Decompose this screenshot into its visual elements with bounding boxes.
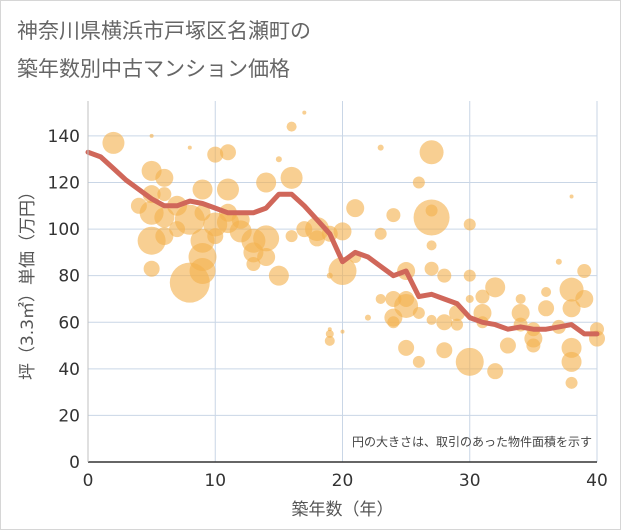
data-point: [207, 146, 224, 163]
chart-title-line-2: 築年数別中古マンション価格: [17, 57, 290, 81]
data-point: [426, 240, 437, 251]
y-tick-label: 140: [48, 127, 80, 147]
data-point: [333, 222, 352, 241]
data-point: [219, 144, 236, 161]
data-point: [394, 293, 419, 318]
data-point: [451, 318, 464, 331]
data-point: [216, 178, 239, 201]
data-point: [386, 208, 401, 223]
data-point: [387, 316, 400, 329]
data-point: [398, 339, 415, 356]
data-point: [377, 144, 384, 151]
size-annotation: 円の大きさは、取引のあった物件面積を示す: [352, 434, 592, 449]
data-point: [562, 299, 581, 318]
data-point: [374, 227, 387, 240]
data-point: [475, 289, 490, 304]
data-point: [569, 194, 574, 199]
data-point: [437, 268, 452, 283]
data-point: [189, 258, 216, 285]
y-tick-label: 100: [48, 220, 80, 240]
data-point: [499, 337, 516, 354]
data-point: [302, 110, 307, 115]
data-point: [561, 337, 582, 358]
data-point: [149, 133, 154, 138]
data-point: [309, 230, 326, 247]
y-tick-label: 20: [58, 406, 80, 426]
data-point: [286, 121, 297, 132]
data-point: [473, 303, 492, 322]
data-point: [419, 140, 444, 165]
data-point: [340, 329, 345, 334]
data-point: [538, 300, 555, 317]
y-tick-label: 80: [58, 267, 80, 287]
x-tick-label: 30: [459, 471, 481, 491]
data-point: [526, 338, 541, 353]
data-point: [328, 257, 357, 286]
data-point: [143, 260, 160, 277]
data-point: [280, 166, 303, 189]
data-point: [465, 294, 474, 303]
data-point: [157, 187, 172, 202]
data-point: [324, 335, 335, 346]
data-point: [364, 314, 371, 321]
data-point: [412, 306, 425, 319]
data-point: [555, 258, 562, 265]
data-point: [155, 227, 174, 246]
data-point: [192, 179, 213, 200]
data-point: [413, 199, 450, 236]
y-tick-label: 40: [58, 360, 80, 380]
data-point: [565, 376, 578, 389]
data-point: [154, 207, 175, 228]
data-point: [257, 248, 276, 267]
data-point: [346, 199, 365, 218]
data-point: [515, 293, 526, 304]
data-point: [561, 351, 582, 372]
y-tick-label: 120: [48, 174, 80, 194]
data-point: [102, 131, 125, 154]
data-point: [412, 176, 425, 189]
chart-title-line-1: 神奈川県横浜市戸塚区名瀬町の: [17, 19, 311, 43]
data-point: [187, 145, 192, 150]
data-point: [485, 277, 506, 298]
data-point: [412, 355, 425, 368]
data-point: [577, 264, 592, 279]
data-point: [436, 342, 453, 359]
data-point: [463, 269, 476, 282]
data-point: [463, 218, 476, 231]
data-point: [511, 303, 530, 322]
x-tick-label: 40: [586, 471, 608, 491]
data-point: [424, 261, 439, 276]
data-point: [455, 347, 484, 376]
data-point: [246, 257, 261, 272]
data-point: [275, 156, 282, 163]
x-tick-label: 20: [332, 471, 354, 491]
data-point: [541, 286, 552, 297]
data-point: [268, 265, 289, 286]
data-point: [375, 293, 386, 304]
data-point: [575, 289, 594, 308]
data-point: [285, 230, 298, 243]
data-point: [325, 329, 334, 338]
data-point: [487, 363, 504, 380]
trend-line: [85, 149, 600, 337]
data-point: [436, 314, 453, 331]
y-axis-title: 坪（3.3㎡）単価（万円）: [18, 183, 38, 380]
x-tick-label: 0: [83, 471, 94, 491]
data-point: [256, 172, 277, 193]
data-point: [155, 168, 174, 187]
data-point: [253, 225, 280, 252]
y-tick-label: 60: [58, 313, 80, 333]
data-point: [207, 228, 224, 245]
x-tick-label: 10: [204, 471, 226, 491]
x-axis-title: 築年数（年）: [292, 500, 394, 520]
y-tick-label: 0: [69, 453, 80, 473]
data-point: [426, 314, 437, 325]
